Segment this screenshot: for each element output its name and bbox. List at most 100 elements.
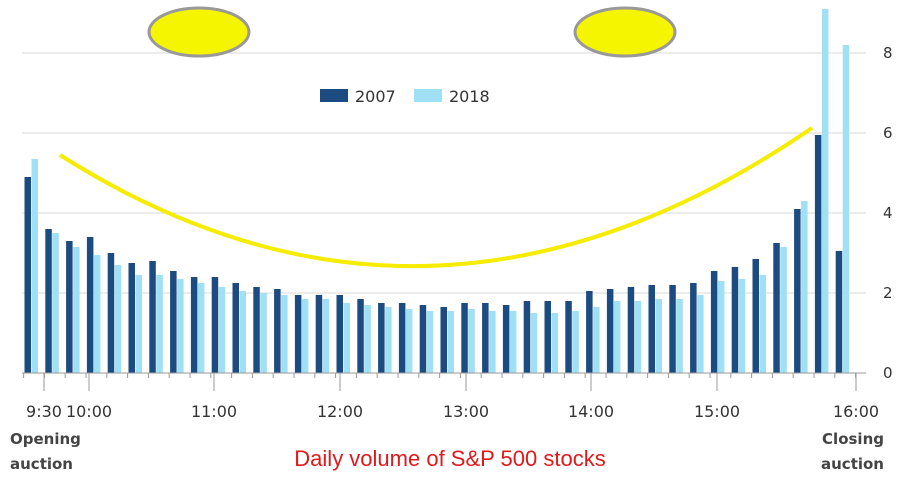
y-axis: 0 2 4 6 8 [883,44,893,382]
bar-2018 [260,293,267,373]
bar-2007 [814,135,822,373]
bar-2018 [676,299,683,373]
bar-2007 [211,277,219,373]
bar-2018 [447,311,454,373]
bar-2007 [773,243,780,373]
legend-swatch-2018 [414,89,442,102]
bar-2007 [315,295,323,373]
y-tick-label: 6 [883,124,893,142]
bar-2018 [551,313,558,373]
bar-2007 [669,285,676,373]
bar-2007 [648,285,655,373]
bar-2018 [52,233,59,373]
y-tick-label: 2 [883,284,893,302]
bar-2007 [502,305,510,373]
bar-2018 [697,295,704,373]
bar-2018 [759,275,766,373]
x-tick-label: 14:00 [568,402,614,421]
bar-2018 [73,247,80,373]
opening-auction-label: Opening auction [10,430,81,473]
bar-2007 [128,263,135,373]
x-tick-label: 9:30 [26,402,62,421]
bar-2007 [336,295,343,373]
bar-2007 [170,271,177,373]
bar-2018 [135,275,142,373]
bar-2007 [294,295,302,373]
bar-2007 [794,209,801,373]
bar-2007 [586,291,593,373]
gridlines [22,52,866,294]
x-axis: 9:30 10:00 11:00 12:00 13:00 14:00 15:00 16:00 [23,373,879,421]
bar-2007 [440,307,447,373]
bar-2007 [107,253,115,373]
bar-2018 [780,247,787,373]
bar-2007 [419,305,427,373]
bar-2007 [398,303,406,373]
right-eye [573,6,677,58]
bar-2007 [690,283,697,373]
bar-2018 [655,299,662,373]
bars [24,9,850,373]
legend-swatch-2007 [320,89,348,102]
bar-2018 [197,283,205,373]
bar-2018 [842,45,850,373]
x-tick-label: 16:00 [833,402,879,421]
bar-2007 [731,267,739,373]
bar-2007 [482,303,489,373]
bar-2007 [253,287,260,373]
bar-2018 [405,309,413,373]
x-tick-label: 12:00 [317,402,363,421]
bar-2007 [461,303,468,373]
legend-label-2007: 2007 [355,87,396,106]
bar-2018 [31,159,38,373]
bar-2007 [710,271,718,373]
bar-2018 [281,295,288,373]
bar-2007 [86,237,94,373]
legend: 2007 2018 [320,87,490,106]
x-tick-label: 15:00 [694,402,740,421]
bar-2018 [572,311,579,373]
x-tick-label: 13:00 [443,402,489,421]
bar-2007 [544,301,551,373]
bar-2007 [378,303,385,373]
bar-2007 [45,229,52,373]
bar-2018 [343,303,350,373]
bar-2018 [385,307,392,373]
x-tick-label: 10:00 [66,402,112,421]
bar-2007 [190,277,198,373]
bar-2018 [821,9,829,373]
bar-2018 [364,305,371,373]
bar-2018 [530,313,538,373]
bar-2007 [606,289,614,373]
bar-2018 [426,311,434,373]
closing-auction-label: Closing auction [821,430,884,473]
bar-2018 [613,301,621,373]
chart-caption: Daily volume of S&P 500 stocks [294,446,606,471]
left-eye [147,6,251,58]
x-tick-label: 11:00 [191,402,237,421]
bar-2018 [468,309,475,373]
bar-2007 [232,283,239,373]
bar-2007 [523,301,531,373]
bar-2018 [489,311,496,373]
bar-2007 [274,289,281,373]
bar-2007 [357,299,364,373]
bar-2007 [627,287,635,373]
bar-2007 [835,251,843,373]
y-tick-label: 8 [883,44,893,62]
bar-2018 [301,299,309,373]
bar-2018 [801,201,808,373]
y-tick-label: 4 [883,204,893,222]
bar-2018 [156,275,163,373]
bar-2018 [218,287,226,373]
bar-2018 [322,299,330,373]
bar-2018 [593,307,600,373]
bar-2007 [149,261,156,373]
bar-2018 [717,281,725,373]
bar-2018 [509,311,517,373]
legend-label-2018: 2018 [449,87,490,106]
bar-2007 [752,259,759,373]
bar-2007 [24,177,31,373]
bar-2018 [738,279,746,373]
